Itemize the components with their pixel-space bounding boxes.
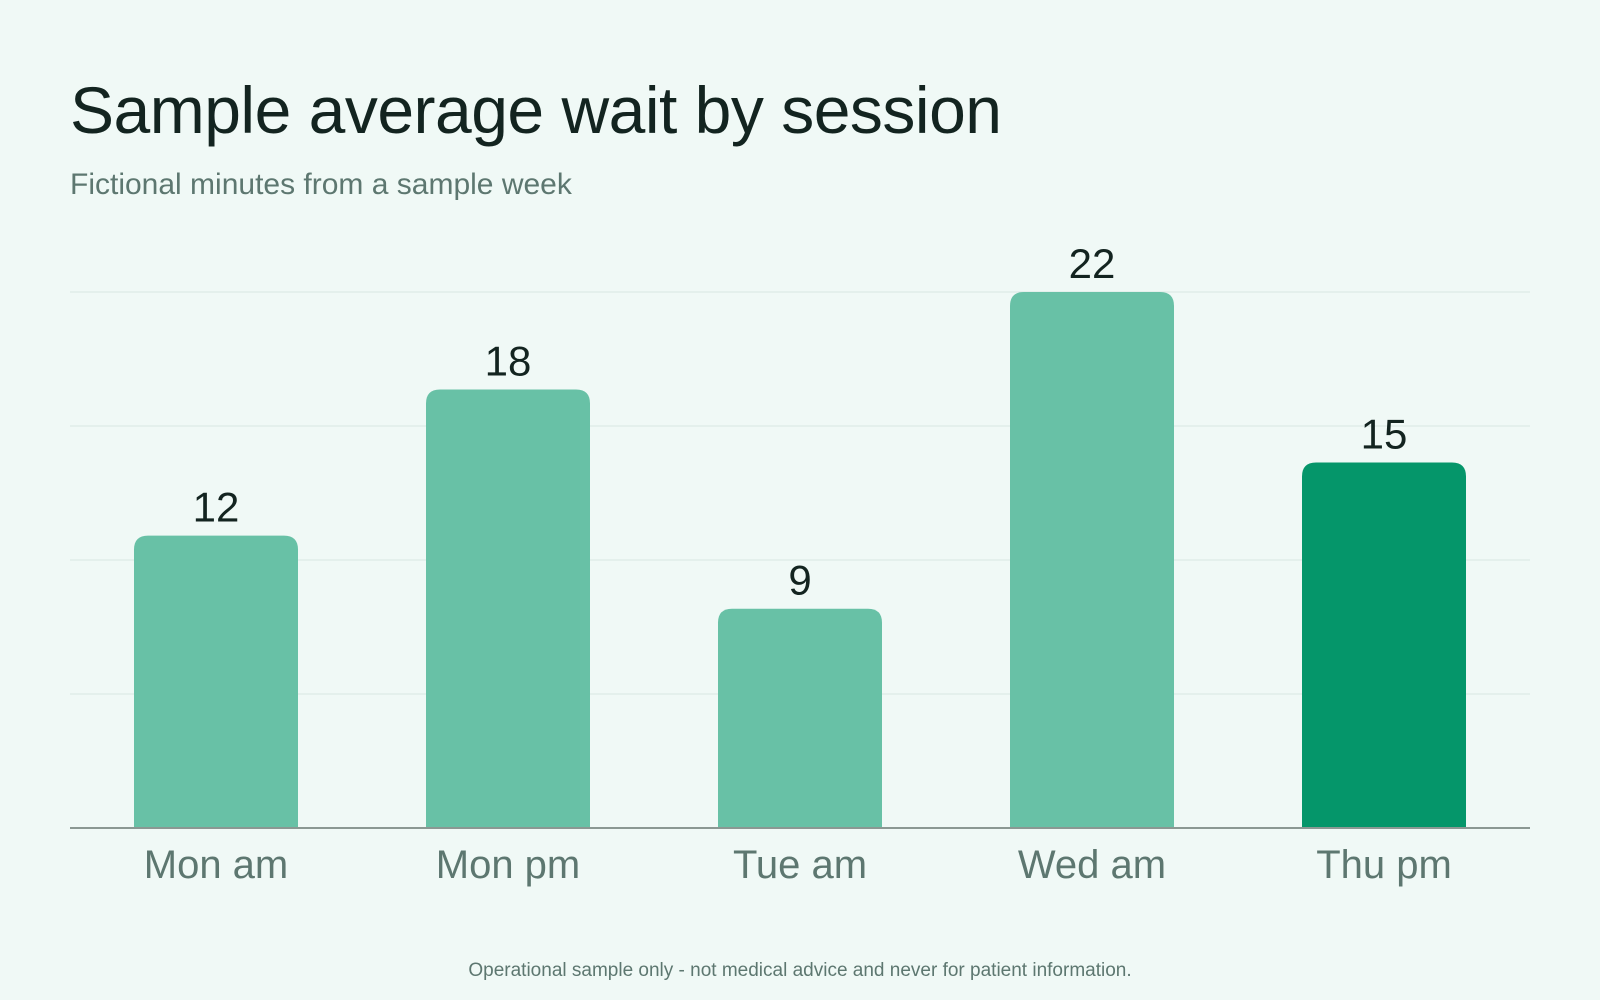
bar-thu-pm: [1302, 462, 1466, 828]
data-label: 9: [788, 557, 811, 604]
x-tick-label: Tue am: [733, 843, 867, 887]
bar-mon-pm: [426, 389, 590, 828]
data-label: 12: [193, 484, 240, 531]
data-label: 18: [485, 337, 532, 384]
bar-wed-am: [1010, 292, 1174, 828]
chart-subtitle: Fictional minutes from a sample week: [70, 168, 572, 201]
chart-title: Sample average wait by session: [70, 73, 1002, 147]
footer-disclaimer: Operational sample only - not medical ad…: [468, 960, 1132, 981]
x-tick-label: Mon am: [144, 843, 289, 887]
bar-tue-am: [718, 608, 882, 828]
x-tick-label: Mon pm: [436, 843, 581, 887]
data-label: 22: [1069, 240, 1116, 287]
x-tick-label: Wed am: [1018, 843, 1166, 887]
x-tick-label: Thu pm: [1316, 843, 1452, 887]
data-label: 15: [1361, 411, 1408, 458]
bar-mon-am: [134, 535, 298, 828]
